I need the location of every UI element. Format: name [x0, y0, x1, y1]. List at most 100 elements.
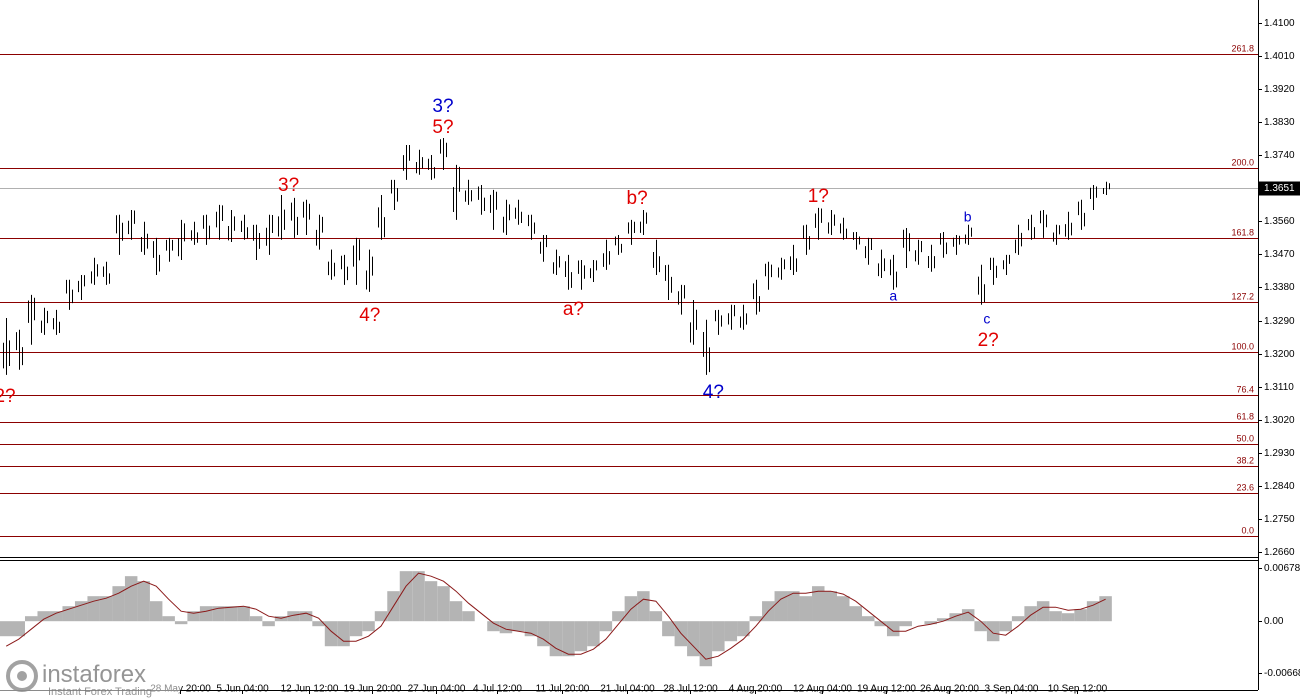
y-tick-label: 1.3470 [1264, 249, 1295, 260]
histogram-bar [412, 571, 425, 622]
histogram-bar [337, 621, 350, 647]
histogram-bar [362, 621, 375, 632]
level-label: 0.0 [1241, 526, 1254, 536]
level-label: 161.8 [1231, 228, 1254, 238]
x-tick-label: 12 Jun 12:00 [281, 684, 339, 695]
histogram-bar [562, 621, 575, 657]
y-tick-label: 1.3200 [1264, 349, 1295, 360]
histogram-bar [812, 586, 825, 622]
histogram-bar [824, 591, 838, 622]
x-tick-label: 4 Aug 20:00 [729, 684, 783, 695]
histogram-bar [687, 621, 700, 657]
wave-label: 4? [359, 305, 380, 326]
histogram-bar [837, 596, 850, 622]
wave-label: 4? [703, 382, 724, 403]
level-label: 76.4 [1236, 385, 1254, 395]
histogram-bar [1099, 596, 1112, 622]
wave-label: 2? [0, 386, 16, 407]
histogram-bar [861, 616, 875, 622]
histogram-bar [537, 621, 550, 647]
histogram-bar [974, 621, 987, 632]
histogram-bar [1049, 611, 1062, 622]
y-tick-label: 1.3020 [1264, 415, 1295, 426]
wave-label: 2? [978, 330, 999, 351]
histogram-bar [612, 611, 625, 622]
current-price-label: 1.3651 [1264, 183, 1295, 194]
x-tick-label: 4 Jul 12:00 [473, 684, 522, 695]
histogram-bar [774, 591, 788, 622]
y-tick-label: 1.3560 [1264, 216, 1295, 227]
histogram-bar [437, 586, 450, 622]
histogram-bar [637, 591, 650, 622]
y-tick-label: 1.4010 [1264, 51, 1295, 62]
watermark-icon [17, 671, 27, 681]
level-label: 61.8 [1236, 412, 1254, 422]
x-tick-label: 27 Jun 04:00 [408, 684, 466, 695]
histogram-bar [312, 621, 325, 627]
histogram-bar [849, 606, 862, 622]
histogram-bar [99, 596, 113, 622]
y-tick-label: 1.2660 [1264, 547, 1295, 558]
histogram-bar [549, 621, 563, 657]
watermark-brand: instaforex [42, 661, 146, 688]
histogram-bar [287, 611, 300, 622]
x-tick-label: 28 Jul 12:00 [663, 684, 718, 695]
level-label: 261.8 [1231, 44, 1254, 54]
y-tick-label: 1.3110 [1264, 382, 1294, 393]
histogram-bar [262, 621, 275, 627]
histogram-bar [0, 621, 13, 637]
x-tick-label: 11 Jul 20:00 [536, 684, 590, 695]
x-tick-label: 19 Aug 12:00 [857, 684, 916, 695]
histogram-bar [1011, 616, 1025, 622]
histogram-bar [399, 571, 413, 622]
x-tick-label: 26 Aug 20:00 [920, 684, 979, 695]
histogram-bar [112, 586, 125, 622]
histogram-bar [237, 606, 250, 622]
wave-label: b? [627, 188, 648, 209]
wave-label: 1? [808, 186, 829, 207]
histogram-bar [324, 621, 338, 647]
histogram-bar [999, 621, 1012, 632]
histogram-bar [949, 613, 962, 622]
histogram-bar [737, 621, 750, 637]
wave-label: 5? [432, 117, 453, 138]
x-tick-label: 10 Sep 12:00 [1048, 684, 1108, 695]
y-tick-label: 1.3830 [1264, 117, 1295, 128]
histogram-bar [649, 611, 663, 622]
wave-label: c [983, 311, 990, 327]
histogram-bar [174, 621, 188, 625]
histogram-bar [1061, 613, 1075, 622]
histogram-bar [936, 618, 950, 622]
histogram-bar [587, 621, 600, 647]
level-label: 100.0 [1231, 342, 1254, 352]
histogram-bar [249, 616, 263, 622]
y-tick-label: 1.4100 [1264, 18, 1295, 29]
histogram-bar [149, 601, 163, 622]
histogram-bar [924, 621, 937, 625]
histogram-bar [487, 621, 500, 632]
histogram-bar [599, 621, 613, 632]
histogram-bar [374, 611, 388, 622]
histogram-bar [37, 611, 50, 622]
histogram-bar [424, 581, 438, 622]
histogram-bar [499, 621, 513, 634]
histogram-bar [986, 621, 1000, 642]
histogram-bar [199, 606, 213, 622]
y-tick-label: 1.2930 [1264, 448, 1295, 459]
histogram-bar [662, 621, 675, 637]
level-label: 200.0 [1231, 158, 1254, 168]
wave-label: b [964, 208, 972, 224]
histogram-bar [12, 621, 25, 637]
histogram-bar [462, 611, 475, 622]
histogram-bar [24, 616, 38, 622]
y-tick-label: 1.2750 [1264, 514, 1295, 525]
histogram-bar [62, 606, 75, 622]
y-tick-label: 0.00 [1264, 616, 1284, 627]
histogram-bar [787, 591, 800, 622]
histogram-bar [574, 621, 588, 652]
histogram-bar [162, 616, 175, 622]
histogram-bar [712, 621, 725, 652]
level-label: 127.2 [1231, 292, 1254, 302]
